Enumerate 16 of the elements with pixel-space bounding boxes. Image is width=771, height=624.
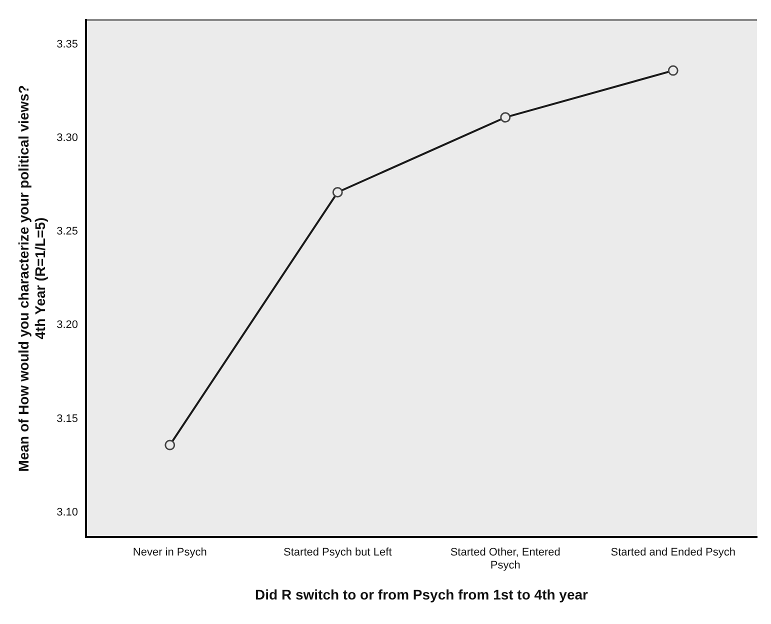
y-tick-label: 3.15 <box>56 412 78 425</box>
point <box>332 187 343 198</box>
y-axis-title: Mean of How would you characterize your political views? 4th Year (R=1/L=5) <box>15 85 48 472</box>
point <box>164 440 176 450</box>
x-tick-label: Started and Ended Psych <box>610 546 736 558</box>
y-tick-label: 3.20 <box>56 319 78 332</box>
y-tick-label: 3.35 <box>56 38 78 50</box>
y-tick-label: 3.10 <box>56 506 78 518</box>
x-tick-label: Never in Psych <box>132 546 207 558</box>
y-tick-label: 3.25 <box>56 226 78 238</box>
x-tick-label: Started Other, Entered Psych <box>450 546 560 572</box>
point <box>500 112 511 123</box>
x-axis-title: Did R switch to or from Psych from 1st to 4th year <box>255 586 589 602</box>
x-tick-label: Started Psych but Left <box>284 546 392 558</box>
point <box>668 65 678 76</box>
y-tick-label: 3.30 <box>56 132 78 144</box>
